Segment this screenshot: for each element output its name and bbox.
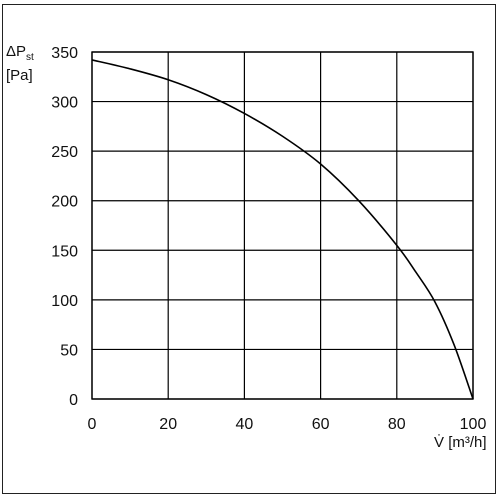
x-axis-unit: [m³/h] xyxy=(448,434,486,451)
series-group xyxy=(91,59,474,400)
y-tick-label-0: 0 xyxy=(69,392,78,409)
y-tick-label-2: 100 xyxy=(51,293,78,310)
x-axis-symbol: V̇ xyxy=(434,434,444,451)
y-tick-label-3: 150 xyxy=(51,243,78,260)
y-axis-label-base: ΔP xyxy=(6,43,26,60)
x-tick-label-2: 40 xyxy=(236,416,254,433)
y-tick-label-5: 250 xyxy=(51,144,78,161)
y-axis-label-sub: st xyxy=(26,52,34,63)
x-tick-label-1: 20 xyxy=(159,416,177,433)
y-tick-label-4: 200 xyxy=(51,194,78,211)
y-tick-label-6: 300 xyxy=(51,95,78,112)
y-tick-label-7: 350 xyxy=(51,45,78,62)
y-tick-label-1: 50 xyxy=(60,342,78,359)
y-axis-label: ΔPst xyxy=(6,43,34,63)
y-tick-labels: 0 50 100 150 200 250 300 350 xyxy=(51,45,78,409)
chart-frame xyxy=(2,4,496,494)
x-axis-label: V̇ [m³/h] xyxy=(434,434,487,451)
x-tick-label-0: 0 xyxy=(88,416,97,433)
series-0-line xyxy=(91,59,474,400)
x-tick-label-5: 100 xyxy=(460,416,487,433)
grid-lines xyxy=(91,51,474,400)
y-axis-unit: [Pa] xyxy=(6,67,33,84)
plot-border xyxy=(91,51,474,400)
x-tick-labels: 0 20 40 60 80 100 xyxy=(88,416,487,433)
plot-area-border xyxy=(91,51,474,400)
x-tick-label-4: 80 xyxy=(388,416,406,433)
x-tick-label-3: 60 xyxy=(312,416,330,433)
